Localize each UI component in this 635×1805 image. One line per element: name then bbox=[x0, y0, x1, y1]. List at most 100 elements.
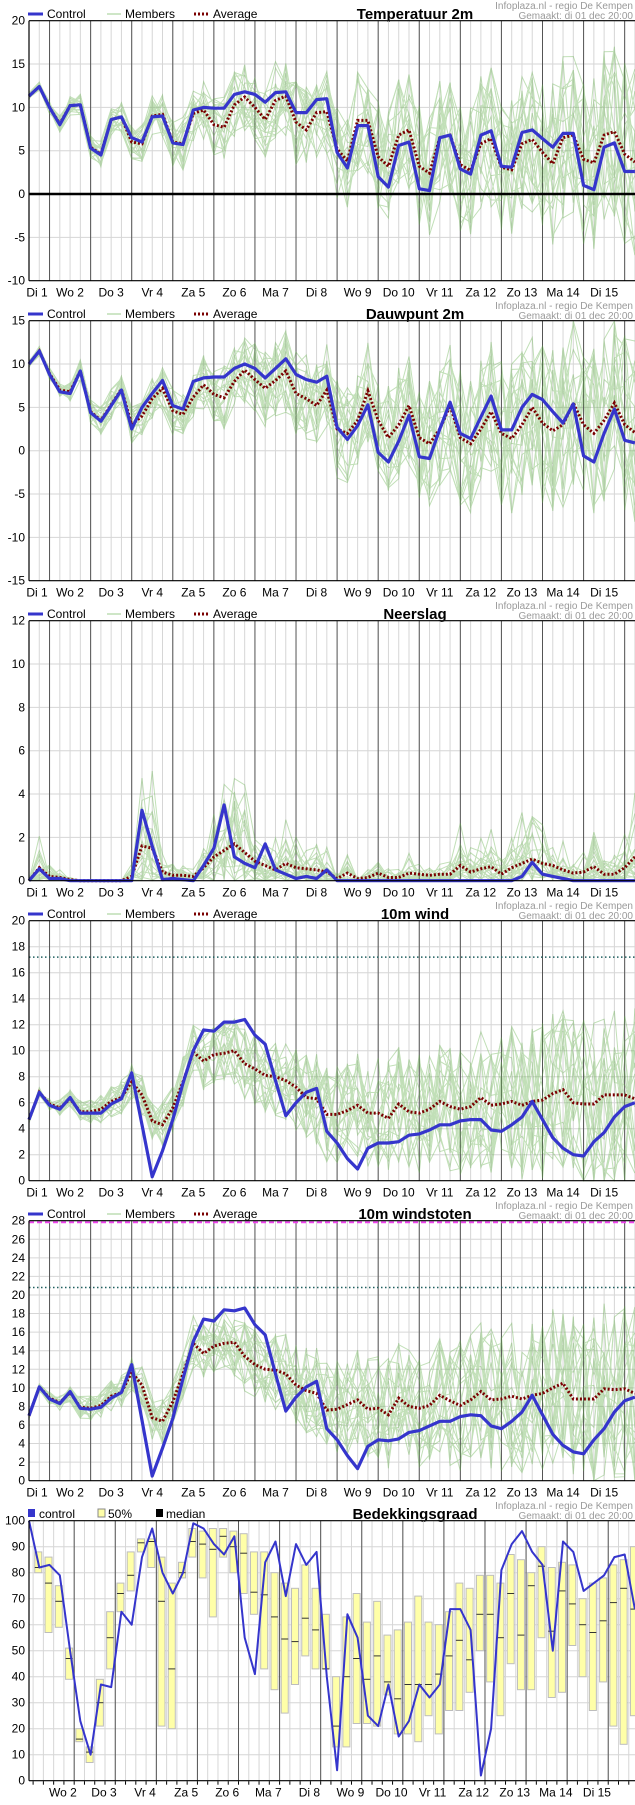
member-line bbox=[28, 1018, 635, 1170]
y-tick-label: 8 bbox=[18, 1399, 25, 1413]
legend-average-label: Average bbox=[213, 307, 258, 321]
legend-members-label: Members bbox=[125, 607, 175, 621]
x-day-label: Za 5 bbox=[174, 1786, 198, 1800]
band-bar bbox=[116, 1582, 125, 1613]
x-day-label: Za 12 bbox=[466, 286, 497, 300]
control-series bbox=[28, 1520, 635, 1777]
x-day-label: Za 5 bbox=[181, 1186, 205, 1200]
y-tick-label: 12 bbox=[12, 1362, 26, 1376]
member-line bbox=[28, 1320, 635, 1473]
member-line bbox=[28, 63, 635, 256]
y-tick-label: 14 bbox=[12, 1344, 26, 1358]
band-bar bbox=[465, 1587, 474, 1693]
y-tick-label: 18 bbox=[12, 940, 26, 954]
x-day-label: Do 3 bbox=[98, 286, 124, 300]
member-line bbox=[28, 1313, 635, 1457]
x-day-label: Vr 11 bbox=[426, 1186, 454, 1200]
x-day-label: Vr 11 bbox=[426, 886, 454, 900]
y-tick-label: 28 bbox=[12, 1214, 26, 1228]
y-tick-label: 20 bbox=[12, 914, 26, 928]
member-line bbox=[28, 82, 635, 225]
y-tick-label: 15 bbox=[12, 314, 26, 328]
x-day-label: Di 8 bbox=[306, 886, 328, 900]
x-day-label: Di 1 bbox=[26, 886, 48, 900]
x-day-label: Do 3 bbox=[98, 886, 124, 900]
x-day-label: Do 3 bbox=[98, 1186, 124, 1200]
member-line bbox=[28, 807, 635, 882]
legend: Control Members Average bbox=[28, 307, 258, 321]
y-tick-label: 0 bbox=[18, 444, 25, 458]
member-line bbox=[28, 344, 635, 507]
x-day-label: Ma 7 bbox=[262, 886, 289, 900]
y-tick-label: 26 bbox=[12, 1232, 26, 1246]
y-tick-label: 2 bbox=[18, 1148, 25, 1162]
x-day-label: Di 1 bbox=[26, 586, 48, 600]
members-series bbox=[28, 1303, 635, 1482]
member-line bbox=[28, 320, 635, 493]
credit-timestamp: Gemaakt: di 01 dec 20:00 bbox=[518, 911, 633, 922]
band-bar bbox=[54, 1585, 63, 1628]
band-bar bbox=[403, 1621, 412, 1735]
x-day-label: Za 5 bbox=[181, 886, 205, 900]
x-day-label: Di 15 bbox=[590, 886, 618, 900]
member-line bbox=[28, 1306, 635, 1480]
legend-band-swatch bbox=[97, 1508, 106, 1518]
member-line bbox=[28, 1315, 635, 1475]
member-line bbox=[28, 1316, 635, 1472]
x-day-label: Vr 11 bbox=[419, 1786, 447, 1800]
y-tick-label: 50 bbox=[12, 1644, 26, 1658]
legend-members-label: Members bbox=[125, 907, 175, 921]
x-day-label: Ma 14 bbox=[546, 886, 580, 900]
band-bar bbox=[136, 1538, 145, 1553]
average-series bbox=[27, 1049, 635, 1127]
legend-control-swatch bbox=[28, 1509, 35, 1517]
band-bar bbox=[414, 1595, 423, 1743]
legend-control-label: Control bbox=[47, 907, 86, 921]
x-day-label: Di 8 bbox=[306, 586, 328, 600]
member-line bbox=[28, 1309, 635, 1459]
x-day-label: Do 10 bbox=[376, 1786, 408, 1800]
y-tick-label: 2 bbox=[18, 1455, 25, 1469]
band-bar bbox=[445, 1611, 454, 1711]
member-line bbox=[28, 60, 635, 232]
chart-title: 10m windstoten bbox=[358, 1206, 471, 1223]
y-tick-label: 70 bbox=[12, 1592, 26, 1606]
x-day-label: Zo 6 bbox=[222, 586, 246, 600]
y-tick-label: 0 bbox=[18, 1774, 25, 1788]
x-day-label: Do 10 bbox=[383, 1186, 415, 1200]
y-tick-label: 8 bbox=[18, 1070, 25, 1084]
x-day-label: Zo 13 bbox=[507, 886, 538, 900]
chart-title: Dauwpunt 2m bbox=[366, 306, 464, 323]
x-day-label: Di 15 bbox=[583, 1786, 611, 1800]
band-bar bbox=[301, 1564, 310, 1657]
y-tick-label: 20 bbox=[12, 1722, 26, 1736]
member-line bbox=[28, 1020, 635, 1179]
x-day-label: Wo 9 bbox=[344, 1186, 372, 1200]
y-tick-label: 10 bbox=[12, 1381, 26, 1395]
band-bar bbox=[249, 1551, 258, 1615]
band-bar bbox=[362, 1621, 371, 1724]
band-bar bbox=[239, 1533, 248, 1594]
legend-members-label: Members bbox=[125, 1207, 175, 1221]
x-day-label: Ma 14 bbox=[546, 286, 580, 300]
y-tick-label: 0 bbox=[18, 1474, 25, 1488]
member-line bbox=[28, 346, 635, 503]
x-day-label: Wo 9 bbox=[344, 586, 372, 600]
band-bar bbox=[219, 1528, 228, 1558]
x-day-label: Za 12 bbox=[466, 1186, 497, 1200]
x-day-label: Zo 13 bbox=[507, 286, 538, 300]
band-bar bbox=[588, 1582, 597, 1711]
x-day-label: Wo 9 bbox=[344, 886, 372, 900]
y-tick-label: 6 bbox=[18, 1418, 25, 1432]
credit-timestamp: Gemaakt: di 01 dec 20:00 bbox=[518, 1211, 633, 1222]
x-day-label: Di 15 bbox=[590, 1486, 618, 1500]
member-line bbox=[28, 74, 635, 235]
x-day-label: Ma 14 bbox=[546, 1486, 580, 1500]
band-bar bbox=[516, 1559, 525, 1691]
x-day-label: Vr 11 bbox=[426, 1486, 454, 1500]
